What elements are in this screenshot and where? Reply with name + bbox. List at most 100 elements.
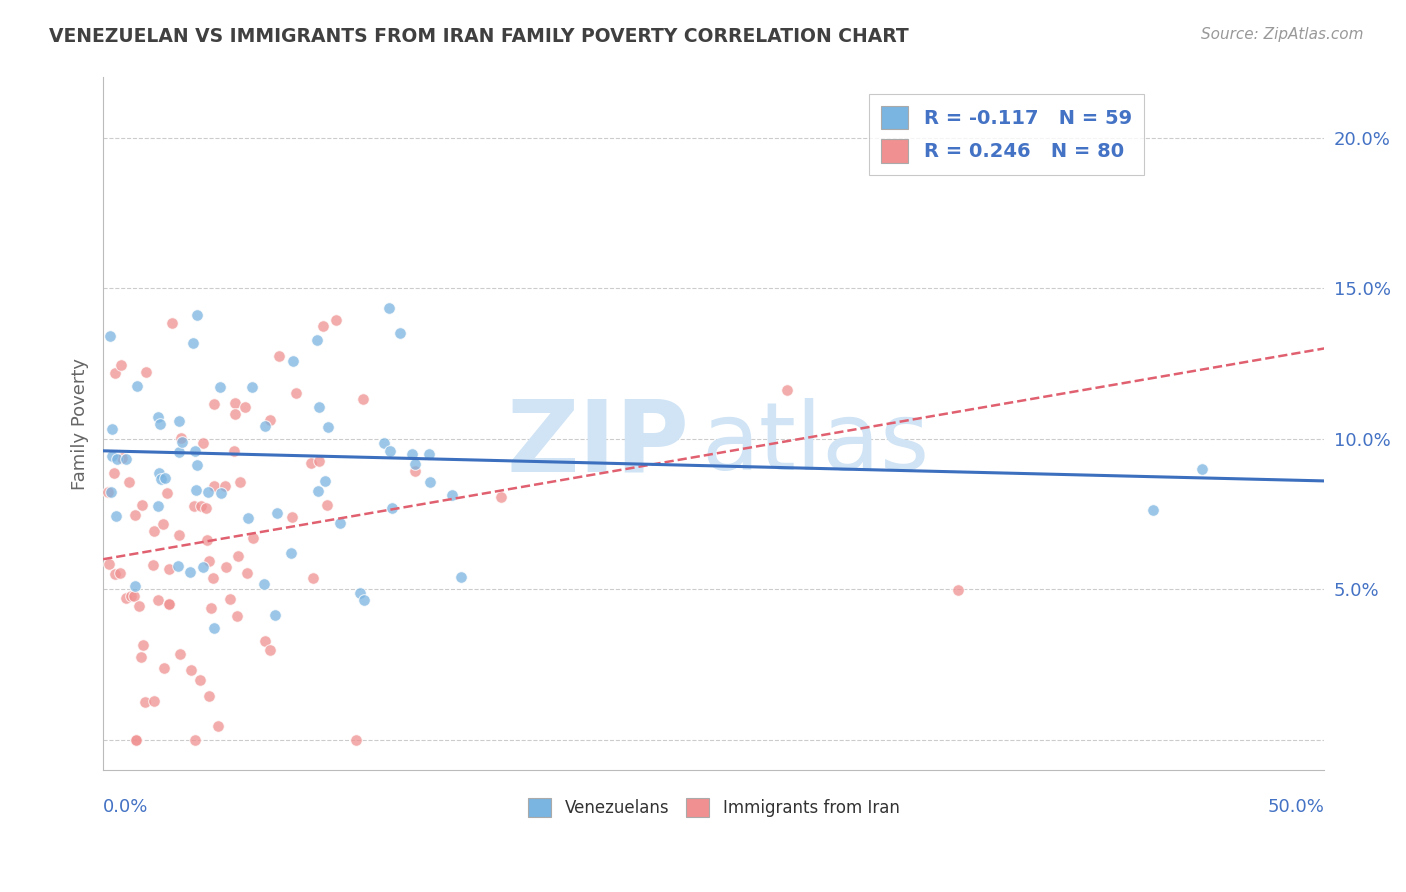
Point xyxy=(198,689,221,703)
Point xyxy=(167,445,190,459)
Point xyxy=(162,316,184,330)
Point xyxy=(132,638,155,652)
Point xyxy=(266,507,288,521)
Point xyxy=(124,732,146,747)
Point xyxy=(224,396,246,410)
Point xyxy=(349,585,371,599)
Point xyxy=(263,607,285,622)
Text: atlas: atlas xyxy=(702,399,929,491)
Point xyxy=(157,597,180,611)
Point xyxy=(193,560,215,574)
Point xyxy=(104,566,127,581)
Point xyxy=(405,457,427,471)
Point xyxy=(134,695,156,709)
Point xyxy=(124,579,146,593)
Point xyxy=(253,419,276,434)
Point xyxy=(240,380,263,394)
Point xyxy=(325,312,347,326)
Text: Source: ZipAtlas.com: Source: ZipAtlas.com xyxy=(1201,27,1364,42)
Point xyxy=(308,400,330,414)
Point xyxy=(183,732,205,747)
Point xyxy=(98,329,121,343)
Point xyxy=(128,599,150,613)
Point xyxy=(135,366,157,380)
Point xyxy=(104,508,127,523)
Point xyxy=(125,379,148,393)
Point xyxy=(352,392,374,406)
Point xyxy=(259,643,281,657)
Point xyxy=(172,434,194,449)
Point xyxy=(131,498,153,512)
Point xyxy=(186,309,208,323)
Point xyxy=(183,443,205,458)
Point xyxy=(118,475,141,489)
Point xyxy=(236,566,259,580)
Point xyxy=(157,561,180,575)
Point xyxy=(180,663,202,677)
Point xyxy=(280,546,302,560)
Text: VENEZUELAN VS IMMIGRANTS FROM IRAN FAMILY POVERTY CORRELATION CHART: VENEZUELAN VS IMMIGRANTS FROM IRAN FAMIL… xyxy=(49,27,908,45)
Point xyxy=(202,479,225,493)
Point xyxy=(148,466,170,480)
Point xyxy=(170,432,193,446)
Point xyxy=(776,383,799,397)
Point xyxy=(200,601,222,615)
Point xyxy=(157,597,180,611)
Point xyxy=(401,447,423,461)
Point xyxy=(194,500,217,515)
Point xyxy=(202,397,225,411)
Point xyxy=(209,486,232,500)
Point xyxy=(328,516,350,530)
Point xyxy=(100,422,122,436)
Point xyxy=(156,485,179,500)
Point xyxy=(378,301,401,315)
Point xyxy=(219,592,242,607)
Point xyxy=(186,458,208,473)
Point xyxy=(104,366,127,380)
Point xyxy=(195,533,218,547)
Point xyxy=(148,499,170,513)
Point xyxy=(380,444,402,458)
Point xyxy=(207,719,229,733)
Point xyxy=(316,419,339,434)
Point xyxy=(97,484,120,499)
Point xyxy=(1142,503,1164,517)
Point xyxy=(184,483,207,497)
Point xyxy=(259,413,281,427)
Point xyxy=(215,559,238,574)
Point xyxy=(284,385,307,400)
Point xyxy=(373,435,395,450)
Point xyxy=(181,335,204,350)
Point xyxy=(302,571,325,585)
Point xyxy=(124,508,146,522)
Point xyxy=(115,591,138,606)
Point xyxy=(146,410,169,425)
Point xyxy=(108,566,131,580)
Point xyxy=(209,380,232,394)
Point xyxy=(183,499,205,513)
Point xyxy=(214,479,236,493)
Point xyxy=(450,570,472,584)
Point xyxy=(100,485,122,500)
Point xyxy=(281,509,304,524)
Point xyxy=(242,531,264,545)
Point xyxy=(167,527,190,541)
Point xyxy=(142,524,165,538)
Point xyxy=(202,621,225,635)
Point xyxy=(381,501,404,516)
Point xyxy=(202,571,225,585)
Point xyxy=(225,609,247,624)
Text: 50.0%: 50.0% xyxy=(1267,797,1324,815)
Point xyxy=(114,452,136,467)
Point xyxy=(146,592,169,607)
Point xyxy=(353,592,375,607)
Point xyxy=(129,650,152,665)
Point xyxy=(946,583,969,598)
Point xyxy=(167,559,190,574)
Point xyxy=(440,488,463,502)
Point xyxy=(191,436,214,450)
Point xyxy=(103,466,125,480)
Point xyxy=(142,558,165,572)
Text: ZIP: ZIP xyxy=(506,396,689,493)
Point xyxy=(149,417,172,431)
